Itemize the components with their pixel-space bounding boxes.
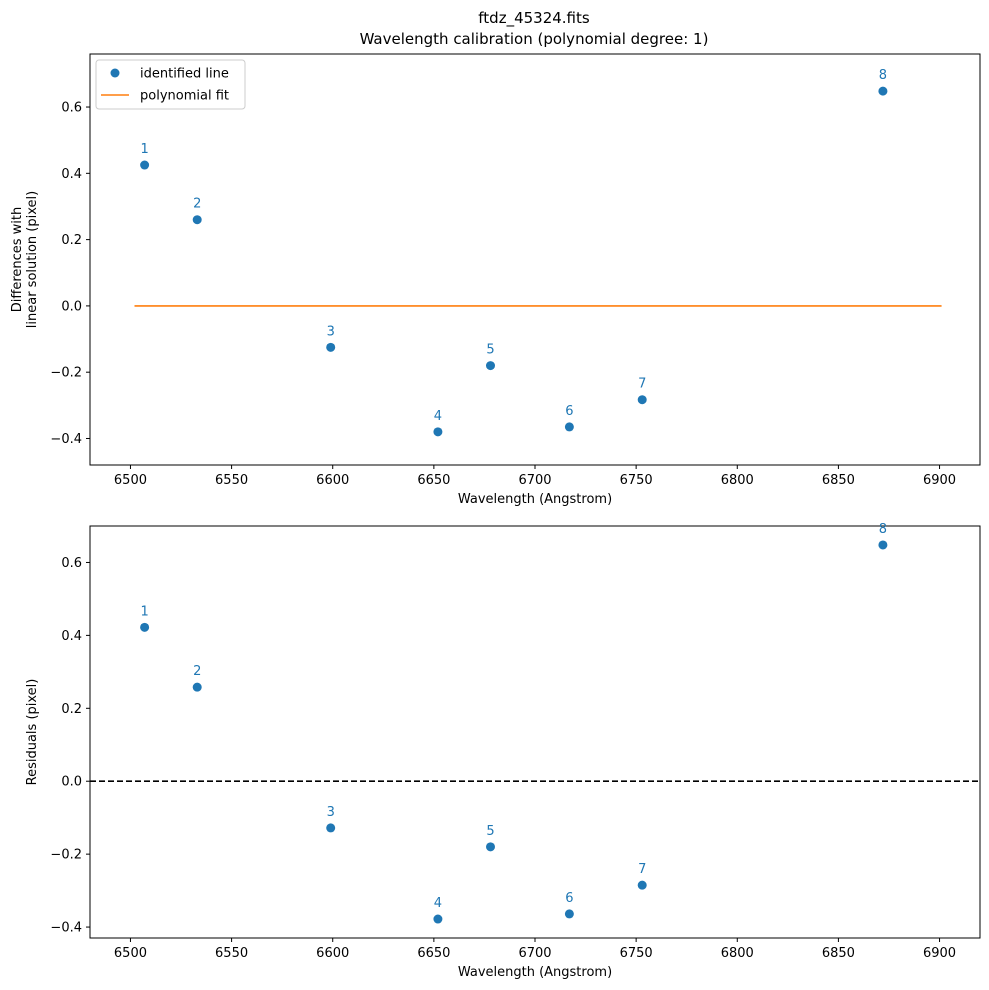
data-point bbox=[486, 361, 495, 371]
x-tick-label: 6850 bbox=[822, 473, 855, 488]
data-point bbox=[326, 823, 336, 833]
x-tick-label: 6850 bbox=[822, 946, 855, 961]
data-point bbox=[486, 842, 495, 852]
y-tick-label: 0.4 bbox=[61, 629, 82, 644]
data-point bbox=[637, 395, 647, 405]
point-label: 2 bbox=[193, 664, 201, 679]
y-tick-label: −0.4 bbox=[50, 921, 82, 936]
x-tick-label: 6700 bbox=[518, 473, 551, 488]
x-tick-label: 6600 bbox=[316, 946, 349, 961]
data-point bbox=[564, 909, 574, 919]
x-tick-label: 6800 bbox=[721, 946, 754, 961]
point-label: 6 bbox=[565, 404, 573, 419]
y-tick-label: 0.2 bbox=[61, 233, 82, 248]
x-axis-label: Wavelength (Angstrom) bbox=[458, 965, 612, 980]
point-label: 6 bbox=[565, 891, 573, 906]
y-tick-label: 0.6 bbox=[61, 101, 82, 116]
x-axis-label: Wavelength (Angstrom) bbox=[458, 492, 612, 507]
y-axis-label-line-2: linear solution (pixel) bbox=[25, 191, 40, 328]
x-tick-label: 6750 bbox=[620, 473, 653, 488]
point-label: 5 bbox=[486, 824, 494, 839]
y-tick-label: 0.2 bbox=[61, 702, 82, 717]
point-label: 4 bbox=[434, 896, 442, 911]
x-tick-label: 6650 bbox=[417, 473, 450, 488]
x-tick-label: 6500 bbox=[114, 473, 147, 488]
chart-title: ftdz_45324.fits bbox=[478, 9, 590, 28]
point-label: 8 bbox=[879, 68, 887, 83]
legend-box bbox=[95, 59, 246, 110]
data-point bbox=[140, 622, 150, 632]
x-tick-label: 6600 bbox=[316, 473, 349, 488]
y-tick-label: −0.4 bbox=[50, 432, 82, 447]
data-point bbox=[326, 342, 336, 352]
top-panel: 6500 6550 6600 6650 6700 6750 6800 6850 6900 −0.4… bbox=[10, 53, 981, 507]
x-tick-label: 6800 bbox=[721, 473, 754, 488]
bottom-panel: 6500 6550 6600 6650 6700 6750 6800 6850 6900 −0.4… bbox=[25, 522, 981, 980]
data-point bbox=[192, 215, 202, 225]
y-axis-label-line-1: Differences with bbox=[10, 207, 25, 313]
x-tick-label: 6650 bbox=[417, 946, 450, 961]
x-tick-label: 6900 bbox=[923, 473, 956, 488]
x-tick-label: 6500 bbox=[114, 946, 147, 961]
y-tick-label: −0.2 bbox=[50, 848, 82, 863]
data-point bbox=[192, 682, 202, 692]
point-label: 1 bbox=[140, 604, 148, 619]
point-label: 4 bbox=[434, 409, 442, 424]
data-point bbox=[878, 540, 888, 550]
x-tick-label: 6750 bbox=[620, 946, 653, 961]
y-tick-label: −0.2 bbox=[50, 366, 82, 381]
point-label: 3 bbox=[327, 324, 335, 339]
point-label: 2 bbox=[193, 197, 201, 212]
y-tick-label: 0.6 bbox=[61, 556, 82, 571]
point-label: 5 bbox=[486, 343, 494, 358]
chart-subtitle: Wavelength calibration (polynomial degre… bbox=[360, 30, 709, 48]
point-label: 1 bbox=[140, 142, 148, 157]
y-axis-label: Residuals (pixel) bbox=[25, 679, 40, 786]
x-tick-label: 6900 bbox=[923, 946, 956, 961]
x-tick-label: 6550 bbox=[215, 473, 248, 488]
y-tick-label: 0.0 bbox=[61, 299, 82, 314]
data-point bbox=[564, 422, 574, 432]
point-label: 7 bbox=[638, 377, 646, 392]
y-tick-label: 0.0 bbox=[61, 775, 82, 790]
point-label: 8 bbox=[879, 522, 887, 537]
data-point bbox=[433, 914, 443, 924]
point-label: 7 bbox=[638, 862, 646, 877]
x-tick-label: 6700 bbox=[518, 946, 551, 961]
point-label: 3 bbox=[327, 805, 335, 820]
legend-label-polynomial-fit: polynomial fit bbox=[140, 89, 229, 104]
legend-label-identified-line: identified line bbox=[140, 67, 229, 82]
data-point bbox=[637, 880, 647, 890]
y-tick-label: 0.4 bbox=[61, 167, 82, 182]
data-point bbox=[433, 427, 443, 437]
data-point bbox=[878, 86, 888, 96]
legend-marker-points bbox=[110, 68, 120, 78]
data-point bbox=[140, 160, 150, 170]
x-tick-label: 6550 bbox=[215, 946, 248, 961]
